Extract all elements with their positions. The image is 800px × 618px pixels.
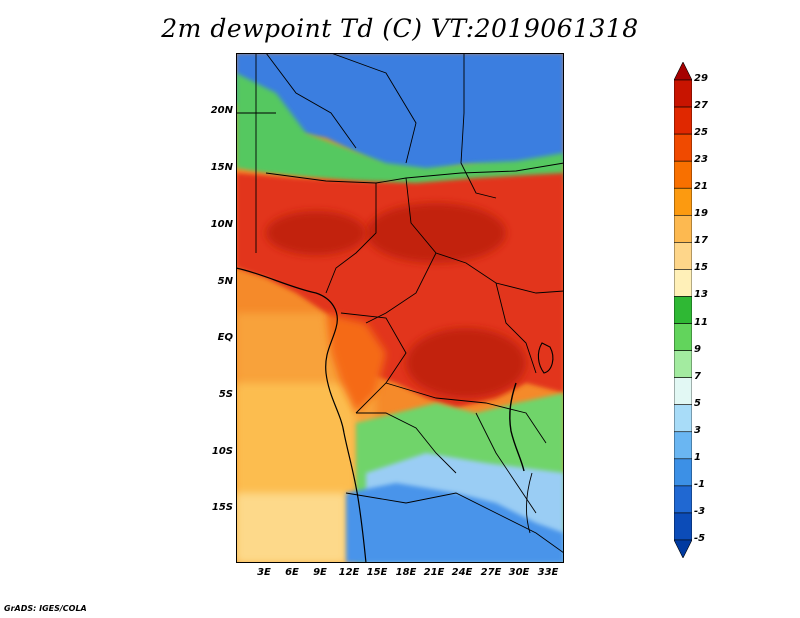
lat-label: 10S <box>211 446 233 457</box>
colorbar-segment <box>674 458 692 487</box>
colorbar-segment <box>674 431 692 460</box>
lat-label: 15N <box>210 162 233 173</box>
lat-label: 5N <box>217 276 233 287</box>
country-border <box>495 282 537 374</box>
colorbar-segment <box>674 187 692 216</box>
lon-label: 24E <box>451 567 473 578</box>
grads-credit: GrADS: IGES/COLA <box>4 604 87 613</box>
country-border <box>405 177 564 294</box>
lon-label: 27E <box>480 567 502 578</box>
country-border <box>460 53 497 199</box>
colorbar-segment <box>674 269 692 297</box>
colorbar-segment <box>674 62 692 81</box>
colorbar-label: 7 <box>694 370 701 382</box>
country-border <box>330 53 417 164</box>
lake-outline <box>525 472 533 534</box>
lon-label: 12E <box>338 567 360 578</box>
country-border <box>365 252 437 324</box>
lat-label: 10N <box>210 219 233 230</box>
colorbar-segment <box>674 350 692 378</box>
lon-label: 21E <box>423 567 445 578</box>
colorbar-label: 3 <box>694 424 701 436</box>
deep-humid-patch <box>266 211 366 255</box>
colorbar-label: -1 <box>694 478 706 490</box>
colorbar-segment <box>674 296 692 324</box>
coastal-orange-region <box>326 313 386 413</box>
colorbar-label: 21 <box>694 181 708 193</box>
colorbar-label: 5 <box>694 397 701 409</box>
colorbar-label: 27 <box>694 100 708 112</box>
lon-label: 15E <box>366 567 388 578</box>
colorbar-label: -3 <box>694 505 706 517</box>
lon-label: 33E <box>537 567 559 578</box>
colorbar-label: 1 <box>694 451 701 463</box>
colorbar-label: -5 <box>694 533 706 544</box>
colorbar-segment <box>674 160 692 189</box>
colorbar-segment <box>674 404 692 433</box>
southern-blue-region <box>346 483 564 563</box>
colorbar-segment <box>674 106 692 135</box>
map-title: 2m dewpoint Td (C) VT:2019061318 <box>161 14 639 43</box>
lake-outline <box>509 382 525 472</box>
country-border <box>325 183 377 294</box>
colorbar-segment <box>674 539 692 558</box>
colorbar-label: 9 <box>694 343 701 355</box>
colorbar-segment <box>674 242 692 270</box>
colorbar-label: 25 <box>694 127 708 139</box>
colorbar-label: 15 <box>694 262 708 274</box>
map-frame <box>236 53 564 563</box>
deep-humid-patch <box>406 328 526 398</box>
lat-label: 15S <box>211 502 233 513</box>
colorbar-label: 13 <box>694 289 708 301</box>
lat-label: EQ <box>217 332 233 343</box>
colorbar-label: 29 <box>694 73 708 84</box>
deep-humid-patch <box>366 203 506 263</box>
coastline <box>236 267 367 563</box>
colorbar-segment <box>674 485 692 514</box>
country-border <box>475 412 537 514</box>
colorbar-segment <box>674 79 692 108</box>
colorbar-label: 19 <box>694 208 708 220</box>
colorbar-segment <box>674 377 692 406</box>
country-border <box>345 492 564 554</box>
colorbar-segment <box>674 214 692 243</box>
country-border <box>340 312 407 414</box>
lake-outline <box>537 342 554 374</box>
lon-label: 3E <box>257 567 271 578</box>
country-border <box>385 382 547 444</box>
lon-label: 18E <box>395 567 417 578</box>
lon-label: 6E <box>285 567 299 578</box>
colorbar-label: 11 <box>694 316 708 328</box>
colorbar-segment <box>674 133 692 162</box>
colorbar-segment <box>674 323 692 351</box>
lat-label: 20N <box>210 105 233 116</box>
dewpoint-map <box>236 53 564 563</box>
lon-label: 30E <box>508 567 530 578</box>
colorbar <box>674 62 692 558</box>
colorbar-label: 23 <box>694 154 708 166</box>
sahara-dry-region <box>236 53 564 173</box>
colorbar-segment <box>674 512 692 541</box>
lat-label: 5S <box>218 389 233 400</box>
lon-label: 9E <box>313 567 327 578</box>
sahel-region <box>236 73 564 188</box>
ocean-band-pale <box>236 493 346 563</box>
country-border <box>356 412 457 474</box>
colorbar-label: 17 <box>694 235 708 247</box>
country-border <box>265 53 357 149</box>
